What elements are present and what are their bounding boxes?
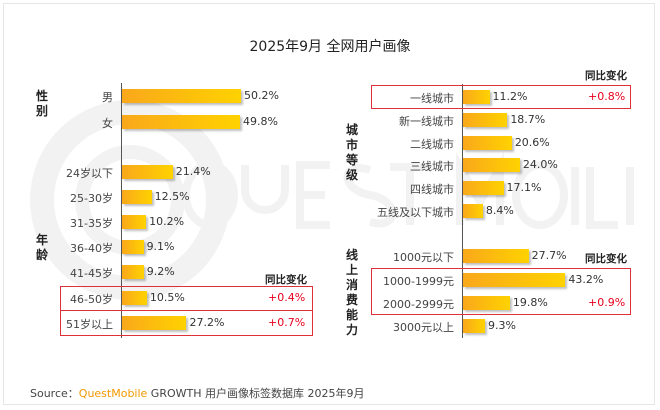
bar <box>122 190 152 204</box>
yoy-value: +0.4% <box>268 291 306 304</box>
category-label: 女 <box>102 117 113 130</box>
data-label: 20.6% <box>514 136 550 149</box>
group-label: 年龄 <box>36 233 49 262</box>
category-label: 2000-2999元 <box>383 298 454 311</box>
yoy-value: +0.7% <box>268 316 306 329</box>
bar <box>122 291 147 305</box>
data-label: 12.5% <box>154 190 190 203</box>
category-label: 二线城市 <box>410 138 454 151</box>
category-label: 新一线城市 <box>399 115 454 128</box>
page-title: 2025年9月 全网用户画像 <box>249 39 411 55</box>
data-label: 27.2% <box>189 316 225 329</box>
bar <box>463 319 486 333</box>
category-label: 3000元以上 <box>393 321 454 334</box>
data-label: 9.1% <box>146 240 175 253</box>
source-prefix: Source： <box>30 387 79 400</box>
data-label: 10.5% <box>149 291 185 304</box>
category-label: 三线城市 <box>410 160 454 173</box>
bar <box>122 240 144 254</box>
data-label: 21.4% <box>175 165 211 178</box>
group-label: 城市等级 <box>346 123 359 182</box>
category-label: 男 <box>102 91 113 104</box>
source-note: Source：QuestMobile GROWTH 用户画像标签数据库 2025… <box>30 385 365 401</box>
bar <box>122 215 147 229</box>
data-label: 43.2% <box>568 273 604 286</box>
category-label: 36-40岁 <box>70 242 113 255</box>
yoy-header: 同比变化 <box>585 70 627 82</box>
yoy-value: +0.9% <box>588 296 626 309</box>
card-frame <box>3 3 655 405</box>
bar <box>463 296 510 310</box>
source-brand: QuestMobile <box>78 387 148 400</box>
data-label: 10.2% <box>149 215 185 228</box>
category-label: 一线城市 <box>410 92 454 105</box>
category-label: 46-50岁 <box>70 293 113 306</box>
category-label: 1000-1999元 <box>383 275 454 288</box>
category-label: 四线城市 <box>410 183 454 196</box>
bar <box>122 115 241 129</box>
data-label: 17.1% <box>506 181 542 194</box>
category-label: 1000元以下 <box>393 251 454 264</box>
yoy-value: +0.8% <box>588 90 626 103</box>
source-text: GROWTH 用户画像标签数据库 2025年9月 <box>147 387 365 400</box>
highlight-box <box>60 310 313 336</box>
bar <box>463 204 483 218</box>
data-label: 9.2% <box>146 265 175 278</box>
data-label: 8.4% <box>485 204 514 217</box>
bar <box>463 90 490 104</box>
category-label: 24岁以下 <box>66 167 113 180</box>
yoy-header: 同比变化 <box>585 253 627 265</box>
bar <box>122 265 144 279</box>
bar <box>463 113 508 127</box>
group-label: 性别 <box>36 89 49 118</box>
group-label: 线上消费能力 <box>346 248 359 337</box>
data-label: 18.7% <box>510 113 546 126</box>
bar <box>463 136 512 150</box>
category-label: 五线及以下城市 <box>377 206 454 219</box>
bar <box>463 158 520 172</box>
bar <box>122 89 241 103</box>
data-label: 19.8% <box>512 296 548 309</box>
data-label: 27.7% <box>531 249 567 262</box>
category-label: 31-35岁 <box>70 217 113 230</box>
data-label: 9.3% <box>488 319 516 332</box>
category-label: 41-45岁 <box>70 267 113 280</box>
data-label: 11.2% <box>492 90 528 103</box>
bar <box>463 181 504 195</box>
category-label: 25-30岁 <box>70 192 113 205</box>
data-label: 24.0% <box>522 158 558 171</box>
bar <box>122 165 173 179</box>
highlight-box <box>371 85 631 109</box>
bar <box>463 273 566 287</box>
highlight-box <box>60 286 313 311</box>
data-label: 49.8% <box>243 115 278 128</box>
data-label: 50.2% <box>243 89 279 102</box>
highlight-box <box>371 268 631 315</box>
bar <box>122 316 187 330</box>
axis-line-right <box>462 84 463 338</box>
bar <box>463 249 529 263</box>
category-label: 51岁以上 <box>66 318 113 331</box>
yoy-header: 同比变化 <box>265 274 307 286</box>
axis-line-left <box>121 83 122 338</box>
